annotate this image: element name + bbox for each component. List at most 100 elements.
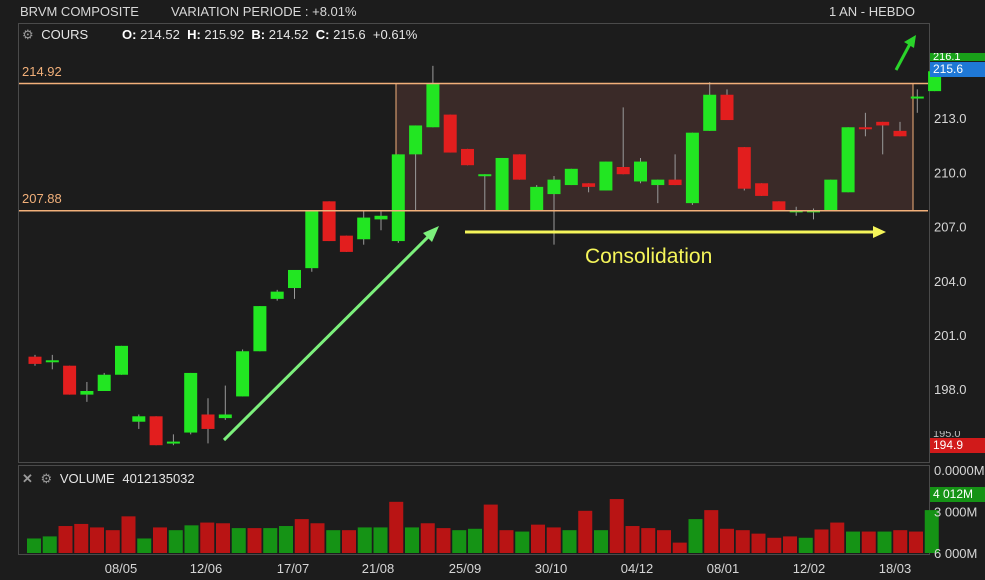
volume-bar[interactable] [74,523,89,553]
volume-bar[interactable] [42,536,57,553]
volume-bar[interactable] [389,501,404,553]
candle[interactable] [443,114,457,153]
volume-bar[interactable] [672,542,687,553]
volume-bar[interactable] [893,530,908,553]
candle[interactable] [478,174,492,211]
candle[interactable] [409,125,423,211]
volume-bar[interactable] [767,537,782,553]
volume-bar[interactable] [735,530,750,553]
candle[interactable] [495,157,509,211]
volume-bar[interactable] [90,527,104,553]
volume-bar[interactable] [798,537,813,553]
volume-bar[interactable] [751,533,766,553]
candle[interactable] [305,210,319,272]
volume-bar[interactable] [720,528,734,553]
candle[interactable] [115,345,128,375]
candle[interactable] [63,365,77,395]
volume-bar[interactable] [27,538,41,553]
candle[interactable] [391,154,405,243]
candle[interactable] [720,89,734,121]
candle[interactable] [651,179,665,204]
volume-bar[interactable] [137,538,152,553]
volume-bar[interactable] [641,528,656,553]
volume-bar[interactable] [105,530,120,553]
volume-bar[interactable] [688,519,703,553]
candle[interactable] [322,201,336,242]
candle[interactable] [201,398,215,444]
volume-bar[interactable] [909,531,923,553]
candle[interactable] [737,147,751,191]
candle[interactable] [564,168,578,186]
volume-bar[interactable] [814,529,829,553]
volume-bar[interactable] [326,530,341,553]
candle[interactable] [876,121,890,155]
candle[interactable] [253,306,267,352]
gear-icon[interactable]: ⚙ [22,27,34,42]
volume-bar[interactable] [468,528,482,553]
candle[interactable] [685,132,699,205]
candle[interactable] [582,183,596,193]
volume-bar[interactable] [216,523,230,553]
candle[interactable] [910,89,924,113]
volume-bar[interactable] [657,530,671,553]
candle[interactable] [288,269,301,299]
candle[interactable] [599,161,613,191]
volume-bar[interactable] [562,530,577,553]
candle[interactable] [236,349,250,397]
candle[interactable] [616,107,630,175]
candle[interactable] [218,385,232,420]
candle[interactable] [374,210,388,231]
candle[interactable] [149,416,163,446]
candle[interactable] [755,183,769,196]
volume-bar[interactable] [846,531,860,553]
volume-bar[interactable] [625,526,640,553]
candle[interactable] [824,179,838,211]
candle[interactable] [668,154,682,186]
volume-bar[interactable] [294,519,309,553]
volume-bar[interactable] [499,530,514,553]
candle[interactable] [97,372,111,391]
candle[interactable] [45,354,59,370]
candle[interactable] [426,65,440,128]
volume-bar[interactable] [310,523,325,553]
volume-bar[interactable] [546,527,561,553]
period-label[interactable]: 1 AN - HEBDO [829,4,915,19]
volume-bar[interactable] [263,528,278,553]
volume-bar[interactable] [924,510,939,553]
volume-bar[interactable] [861,531,876,553]
candle[interactable] [841,127,855,193]
volume-bar[interactable] [342,530,356,553]
candle[interactable] [634,157,647,184]
candle[interactable] [512,154,526,180]
candle[interactable] [703,82,717,131]
volume-bar[interactable] [200,522,215,553]
volume-bar[interactable] [405,527,419,553]
volume-bar[interactable] [184,525,199,553]
volume-bar[interactable] [531,524,545,553]
candle[interactable] [270,289,284,301]
candle[interactable] [461,148,474,166]
candle[interactable] [132,414,146,429]
candle[interactable] [772,201,786,211]
volume-bar[interactable] [58,526,73,553]
gear-icon[interactable]: ⚙ [40,471,53,486]
volume-bar[interactable] [483,504,498,553]
volume-bar[interactable] [594,530,608,553]
candle[interactable] [858,112,872,137]
volume-bar[interactable] [830,522,845,553]
candle[interactable] [184,372,198,435]
volume-bar[interactable] [153,527,167,553]
candle[interactable] [80,381,94,402]
candle[interactable] [357,210,371,245]
volume-bar[interactable] [231,528,246,553]
volume-bar[interactable] [783,536,797,553]
volume-bar[interactable] [515,531,530,553]
candle[interactable] [893,121,907,137]
volume-bar[interactable] [436,528,451,553]
close-icon[interactable]: ✕ [22,471,33,486]
volume-bar[interactable] [452,530,467,553]
candle[interactable] [28,354,42,366]
volume-bar[interactable] [121,516,136,553]
volume-bar[interactable] [279,526,293,553]
candle[interactable] [530,185,544,211]
